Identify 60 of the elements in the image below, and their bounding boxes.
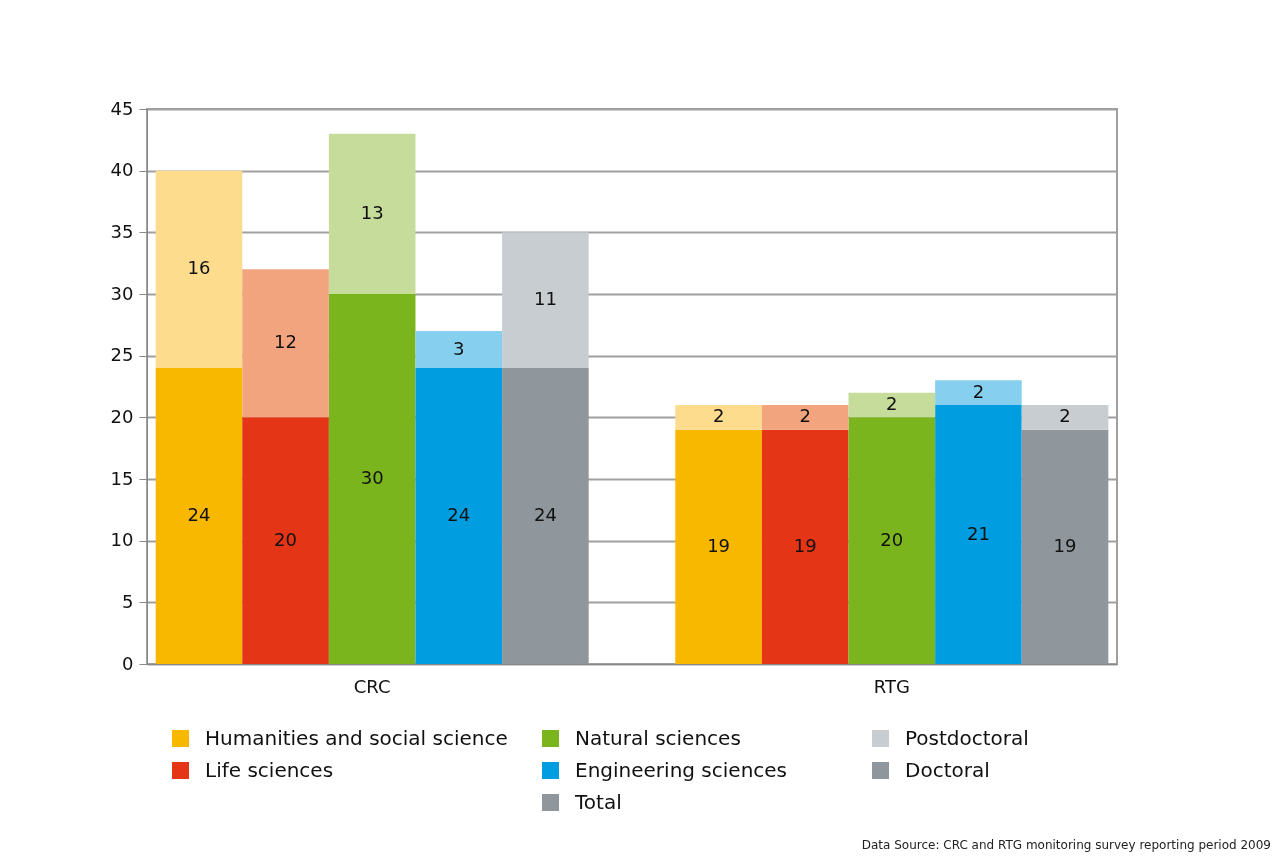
bar [155, 368, 243, 664]
legend-label: Postdoctoral [905, 726, 1029, 750]
y-tick-label: 35 [110, 220, 134, 242]
x-tick-label: RTG [873, 675, 910, 697]
data-label: 16 [187, 257, 211, 279]
y-tick-label: 30 [110, 282, 134, 304]
bar [935, 380, 1022, 405]
text: Engineering sciences [575, 758, 788, 782]
bar [502, 368, 589, 664]
y-tick-label: 45 [110, 97, 134, 119]
data-label: 2 [799, 405, 811, 427]
data-label: 19 [1053, 534, 1077, 556]
text: Humanities and social science [205, 726, 508, 750]
bar [675, 405, 762, 430]
bar [761, 429, 849, 664]
data-label: 21 [966, 522, 990, 544]
data-label: 19 [707, 534, 731, 556]
data-label: 11 [533, 288, 557, 310]
bar [848, 417, 936, 664]
data-label: 19 [793, 534, 817, 556]
data-label: 13 [360, 201, 384, 223]
bar [1021, 405, 1109, 430]
y-tick-label: 10 [110, 529, 134, 551]
data-label: 24 [447, 504, 471, 525]
data-label: 2 [972, 380, 985, 402]
data-label: 20 [880, 528, 904, 550]
y-tick-label: 25 [110, 344, 134, 366]
bar [848, 392, 936, 418]
data-label: 2 [886, 393, 898, 414]
bar [1021, 429, 1109, 664]
data-label: 24 [187, 504, 211, 525]
bar [242, 417, 329, 664]
x-tick-label: CRC [353, 675, 391, 697]
y-tick-label: 40 [110, 159, 134, 181]
data-label: 30 [360, 467, 384, 488]
bar [155, 170, 243, 368]
y-tick-label: 15 [110, 467, 134, 489]
data-label: 3 [453, 337, 465, 359]
bar [675, 429, 762, 664]
legend-label: Doctoral [905, 758, 990, 782]
data-label: 24 [533, 504, 557, 525]
text: Life sciences [205, 758, 334, 782]
bar [415, 331, 503, 368]
data-label: 12 [274, 331, 298, 353]
y-tick-label: 20 [110, 405, 134, 427]
y-tick-label: 5 [122, 590, 134, 612]
source-note: Data Source: CRC and RTG monitoring survey reporting period 2009 [861, 838, 1271, 852]
y-tick-label: 0 [122, 652, 134, 674]
bar [328, 133, 416, 294]
text: Total [575, 790, 622, 814]
bar [761, 405, 849, 430]
text: Natural sciences [575, 726, 741, 750]
bar [415, 368, 503, 664]
data-label: 2 [712, 405, 725, 427]
bar [935, 405, 1022, 664]
bar [242, 269, 329, 418]
data-label: 2 [1059, 405, 1071, 427]
data-label: 20 [274, 528, 298, 550]
bar [502, 232, 589, 368]
bar [328, 294, 416, 664]
